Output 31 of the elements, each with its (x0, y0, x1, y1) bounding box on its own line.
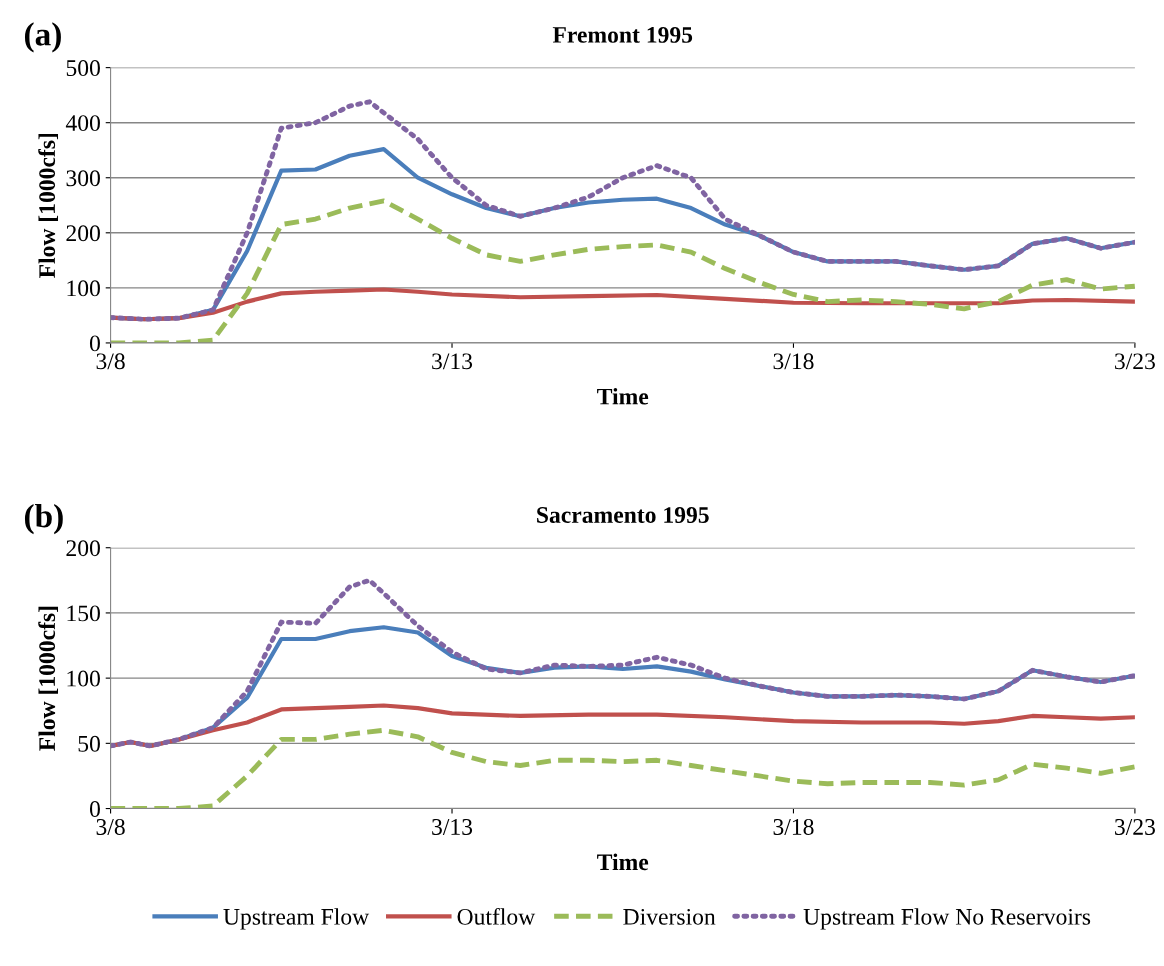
legend-label: Outflow (457, 907, 536, 925)
legend-label: Diversion (623, 908, 716, 925)
chart-title: Sacramento 1995 (537, 507, 709, 523)
y-tick-label: 50 (78, 735, 100, 752)
y-tick-label: 150 (67, 605, 100, 622)
x-tick-label: 3/13 (432, 819, 473, 835)
y-tick-label: 100 (67, 280, 100, 297)
chart-title: Fremont 1995 (552, 26, 693, 43)
y-tick-label: 300 (66, 170, 100, 187)
x-tick-label: 3/8 (96, 818, 125, 835)
legend-label: Upstream Flow No Reservoirs (803, 908, 1091, 930)
x-tick-label: 3/18 (773, 353, 814, 370)
x-tick-label: 3/8 (96, 353, 125, 370)
legend-label: Upstream Flow (223, 908, 370, 930)
y-axis-title: Flow [1000cfs] (38, 133, 59, 278)
y-axis-title: Flow [1000cfs] (38, 606, 59, 751)
y-tick-label: 200 (66, 540, 100, 557)
x-tick-label: 3/18 (773, 818, 814, 835)
y-tick-label: 200 (66, 225, 100, 242)
text: (a) (24, 22, 61, 53)
text: (b) (24, 503, 63, 535)
x-tick-label: 3/23 (1115, 819, 1155, 835)
y-tick-label: 400 (65, 115, 100, 132)
x-tick-label: 3/23 (1115, 353, 1155, 370)
x-tick-label: 3/13 (432, 353, 473, 370)
x-axis-title: Time (597, 853, 649, 871)
y-tick-label: 0 (89, 335, 100, 352)
y-tick-label: 0 (89, 801, 100, 817)
x-axis-title: Time (597, 387, 649, 405)
y-tick-label: 500 (66, 60, 100, 77)
y-tick-label: 100 (67, 670, 100, 687)
